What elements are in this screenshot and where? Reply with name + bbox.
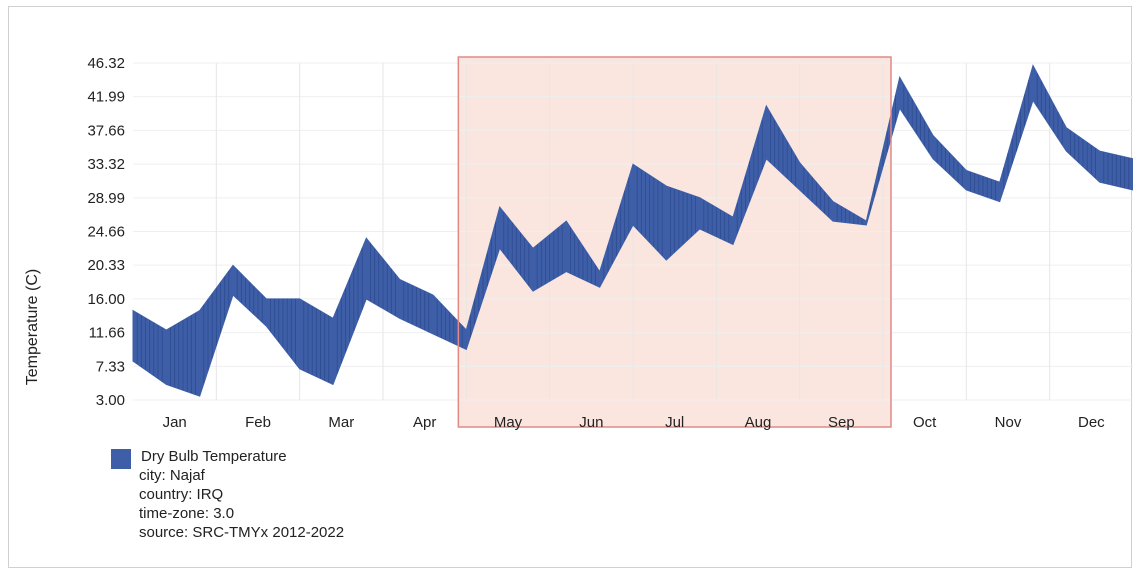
legend-source: source: SRC-TMYx 2012-2022: [139, 524, 345, 541]
x-tick-label: Mar: [328, 414, 354, 431]
x-tick-label: Aug: [745, 414, 772, 431]
series-layer: [132, 64, 1133, 397]
y-tick-label: 20.33: [87, 257, 125, 274]
x-tick-label: Oct: [913, 414, 937, 431]
x-tick-labels: Jan Feb Mar Apr May Jun Jul Aug Sep Oct Nov Dec: [163, 414, 1106, 431]
y-tick-label: 3.00: [96, 392, 125, 409]
y-axis-label: Temperature (C): [24, 269, 41, 385]
x-tick-label: Jun: [579, 414, 603, 431]
x-tick-label: Sep: [828, 414, 855, 431]
highlight-border-layer: [457, 56, 892, 428]
chart-frame: 46.32 41.99 37.66 33.32 28.99 24.66 20.33 16.00…: [8, 6, 1133, 568]
x-tick-label: May: [494, 414, 523, 431]
y-tick-label: 41.99: [87, 89, 125, 106]
y-tick-label: 16.00: [87, 291, 125, 308]
x-tick-label: Jul: [665, 414, 684, 431]
grid-layer: [133, 62, 1133, 401]
y-tick-label: 11.66: [89, 325, 125, 342]
legend-city: city: Najaf: [139, 467, 205, 484]
x-tick-label: Nov: [995, 414, 1022, 431]
y-tick-label: 24.66: [87, 224, 125, 241]
y-tick-label: 46.32: [87, 55, 125, 72]
y-tick-label: 28.99: [87, 190, 125, 207]
legend-series-label: Dry Bulb Temperature: [141, 448, 287, 465]
y-tick-label: 7.33: [96, 358, 125, 375]
x-tick-label: Apr: [413, 414, 436, 431]
x-tick-label: Jan: [163, 414, 187, 431]
y-tick-labels: 46.32 41.99 37.66 33.32 28.99 24.66 20.33 16.00…: [87, 55, 125, 409]
y-tick-label: 33.32: [87, 156, 125, 173]
x-tick-label: Dec: [1078, 414, 1105, 431]
temperature-chart: 46.32 41.99 37.66 33.32 28.99 24.66 20.33 16.00…: [24, 55, 1133, 431]
series-band-dry-bulb: [132, 64, 1133, 397]
highlight-border: [457, 56, 892, 428]
y-tick-label: 37.66: [87, 122, 125, 139]
legend-timezone: time-zone: 3.0: [139, 505, 235, 522]
legend-swatch: [111, 449, 131, 469]
legend-country: country: IRQ: [139, 486, 224, 503]
x-tick-label: Feb: [245, 414, 271, 431]
